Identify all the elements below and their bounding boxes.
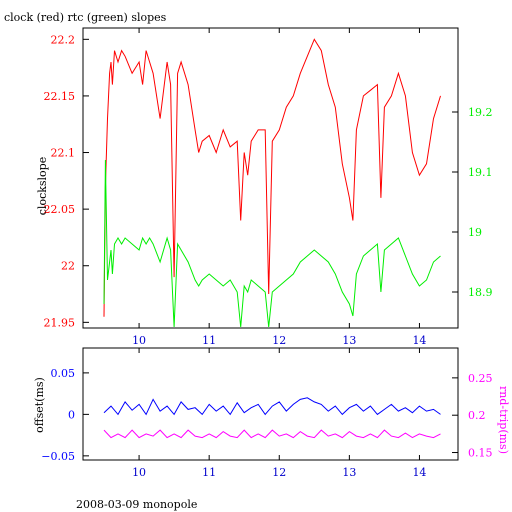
bottom-y2tick-label: 0.15	[468, 447, 493, 460]
series-line-offset	[103, 397, 441, 416]
bottom-xtick-label: 14	[412, 466, 426, 479]
series-line-rtc	[103, 159, 441, 328]
top-xtick-label: 10	[132, 334, 146, 347]
top-ylabel: clockslope	[36, 157, 49, 215]
bottom-ytick-label: 0	[68, 408, 75, 421]
footer-caption: 2008-03-09 monopole	[76, 498, 197, 511]
top-y2tick-label: 18.9	[468, 286, 493, 299]
top-ytick-label: 21.95	[44, 316, 76, 329]
top-ytick-label: 22.15	[44, 90, 76, 103]
bottom-xtick-label: 13	[342, 466, 356, 479]
chart-title: clock (red) rtc (green) slopes	[4, 11, 167, 24]
top-plot-layer: 10 11 12 13 14 21.95 22 22.05 22.1 22.15 22.2 18.9 1…	[44, 28, 493, 347]
bottom-xtick-label: 11	[202, 466, 216, 479]
series-line-clock	[103, 38, 441, 317]
top-y2tick-label: 19.1	[468, 166, 493, 179]
top-xtick-label: 11	[202, 334, 216, 347]
top-plot-frame	[82, 27, 459, 329]
top-ytick-label: 22.05	[44, 203, 76, 216]
top-xtick-label: 13	[342, 334, 356, 347]
series-line-rnd-trip	[103, 429, 441, 439]
bottom-plot-frame	[82, 347, 459, 461]
bottom-ylabel: offset(ms)	[33, 377, 46, 433]
top-y2tick-label: 19.2	[468, 106, 493, 119]
bottom-plot-layer: 10 11 12 13 14 −0.05 0 0.05 0.15 0.2 0.25	[41, 348, 493, 479]
top-ytick-label: 22.1	[51, 147, 76, 160]
bottom-xtick-label: 12	[272, 466, 286, 479]
top-xtick-label: 14	[412, 334, 426, 347]
top-ytick-label: 22	[61, 260, 75, 273]
bottom-xtick-label: 10	[132, 466, 146, 479]
bottom-y2tick-label: 0.2	[468, 409, 486, 422]
top-ytick-label: 22.2	[51, 33, 76, 46]
bottom-ytick-label: 0.05	[51, 367, 76, 380]
top-y2tick-label: 19	[468, 226, 482, 239]
bottom-y2tick-label: 0.25	[468, 372, 493, 385]
bottom-y2label: rnd-trip(ms)	[497, 386, 510, 454]
bottom-ytick-label: −0.05	[41, 450, 75, 463]
top-xtick-label: 12	[272, 334, 286, 347]
